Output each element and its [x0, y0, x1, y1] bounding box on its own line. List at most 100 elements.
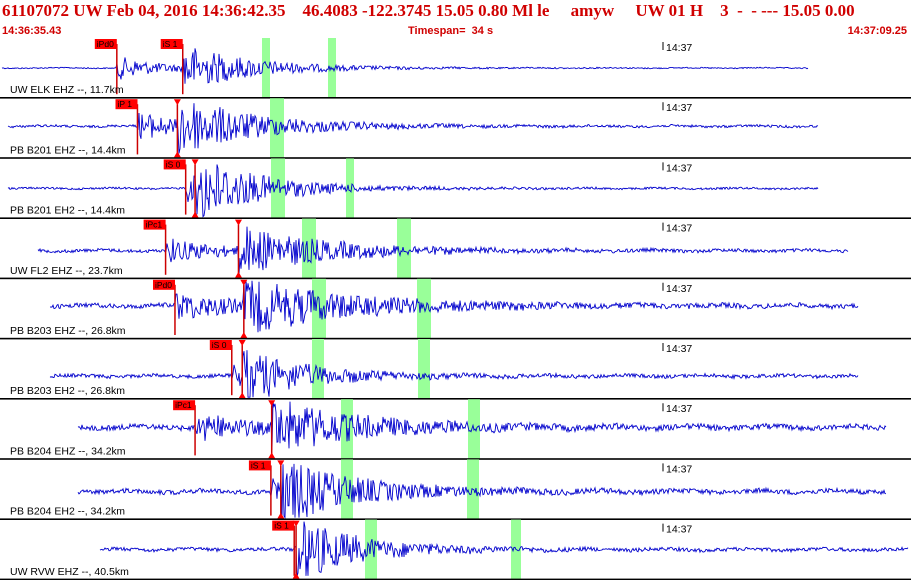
pick-marker-bottom[interactable] [268, 452, 276, 459]
minute-time-label: 14:37 [666, 283, 692, 295]
seismogram-trace [37, 226, 849, 275]
panel-separator [0, 398, 911, 400]
pick-marker-bottom[interactable] [277, 512, 285, 519]
phase-pick-flag[interactable] [209, 340, 232, 350]
station-channel-label: UW FL2 EHZ --, 23.7km [10, 265, 123, 277]
phase-pick-flag[interactable] [143, 219, 166, 230]
analysis-window [418, 339, 430, 400]
phase-pick-flag[interactable] [94, 39, 117, 49]
pick-marker-bottom[interactable] [240, 332, 248, 338]
station-channel-label: PB B204 EH2 --, 34.2km [10, 506, 125, 518]
phase-pick-flag[interactable] [163, 159, 186, 170]
seismogram-trace [77, 463, 887, 520]
pick-marker-top[interactable] [292, 520, 300, 527]
analysis-window [397, 218, 411, 279]
trace-panel[interactable]: iS 0 14:37 PB B203 EH2 --, 26.8km [0, 339, 911, 400]
seismogram-trace [1, 48, 809, 84]
pick-marker-top[interactable] [173, 99, 181, 106]
phase-pick-flag[interactable] [248, 460, 271, 471]
panel-separator [0, 518, 911, 520]
minute-time-label: 14:37 [666, 403, 692, 415]
trace-panel[interactable]: iS 1 14:37 PB B204 EH2 --, 34.2km [0, 459, 911, 520]
trace-panel[interactable]: iPc1 14:37 UW FL2 EHZ --, 23.7km [0, 218, 911, 280]
station-channel-label: PB B201 EHZ --, 14.4km [10, 144, 126, 156]
pick-marker-bottom[interactable] [238, 392, 246, 399]
panel-separator [0, 458, 911, 460]
seismogram-trace [77, 401, 887, 450]
phase-pick-flag[interactable] [115, 99, 138, 110]
station-channel-label: PB B203 EH2 --, 26.8km [10, 385, 125, 397]
waveform-panels[interactable]: iPd0 iS 1 14:37 UW ELK EHZ --, 11.7km iP 1 14… [0, 38, 911, 580]
phase-pick-label: iPc1 [146, 220, 163, 230]
station-channel-label: PB B201 EH2 --, 14.4km [10, 205, 125, 217]
analysis-window [302, 218, 316, 279]
phase-pick-label: iPc1 [175, 400, 192, 410]
seismogram-trace [49, 280, 859, 333]
seismogram-trace [99, 521, 909, 577]
panel-separator [0, 97, 911, 99]
trace-panel[interactable]: iPd0 14:37 PB B203 EHZ --, 26.8km [0, 278, 911, 340]
seismogram-trace [7, 103, 819, 154]
phase-pick-flag[interactable] [272, 520, 295, 531]
minute-time-label: 14:37 [666, 223, 692, 235]
trace-panel[interactable]: iPd0 iS 1 14:37 UW ELK EHZ --, 11.7km [0, 38, 911, 99]
analysis-window [312, 339, 324, 400]
phase-pick-label: iS 0 [212, 340, 227, 350]
seismogram-trace [49, 350, 859, 398]
seismogram-trace [7, 164, 819, 218]
trace-panel[interactable]: iS 0 14:37 PB B201 EH2 --, 14.4km [0, 158, 911, 219]
analysis-window [312, 278, 326, 339]
station-channel-label: UW RVW EHZ --, 40.5km [10, 566, 129, 578]
trace-panel[interactable]: iPc1 14:37 PB B204 EHZ --, 34.2km [0, 399, 911, 460]
phase-pick-label: iS 1 [251, 460, 266, 470]
phase-pick-flag[interactable] [173, 400, 196, 411]
pick-marker-top[interactable] [238, 340, 246, 346]
analysis-window [262, 38, 270, 99]
trace-panel[interactable]: iP 1 14:37 PB B201 EHZ --, 14.4km [0, 98, 911, 159]
panel-separator [0, 217, 911, 219]
minute-time-label: 14:37 [666, 463, 692, 475]
event-summary-title: 61107072 UW Feb 04, 2016 14:36:42.35 46.… [2, 1, 855, 20]
minute-time-label: 14:37 [666, 524, 692, 536]
pick-marker-bottom[interactable] [191, 211, 199, 218]
waveform-canvas[interactable]: iPd0 iS 1 14:37 UW ELK EHZ --, 11.7km iP 1 14… [0, 38, 911, 580]
station-channel-label: PB B204 EHZ --, 34.2km [10, 445, 126, 457]
analysis-window [328, 38, 336, 99]
pick-marker-top[interactable] [277, 460, 285, 467]
analysis-window [270, 98, 284, 159]
event-header: 61107072 UW Feb 04, 2016 14:36:42.35 46.… [0, 0, 911, 38]
analysis-window [365, 519, 377, 580]
window-end-time: 14:37:09.25 [847, 25, 907, 37]
station-channel-label: UW ELK EHZ --, 11.7km [10, 84, 124, 96]
pick-marker-bottom[interactable] [235, 271, 242, 278]
phase-pick-label: iP 1 [118, 99, 133, 109]
pick-marker-top[interactable] [235, 219, 242, 226]
trace-panel[interactable]: iS 1 14:37 UW RVW EHZ --, 40.5km [0, 519, 911, 580]
minute-time-label: 14:37 [666, 42, 692, 54]
station-channel-label: PB B203 EHZ --, 26.8km [10, 325, 126, 337]
phase-pick-label: iS 1 [163, 39, 178, 49]
window-start-time: 14:36:35.43 [2, 25, 62, 37]
panel-separator [0, 578, 911, 580]
analysis-window [271, 158, 285, 219]
pick-marker-top[interactable] [191, 159, 199, 166]
pick-marker-bottom[interactable] [173, 151, 181, 158]
analysis-window [346, 158, 354, 219]
phase-pick-label: iS 1 [274, 521, 289, 531]
analysis-window [341, 399, 353, 460]
panel-separator [0, 277, 911, 280]
pick-marker-bottom[interactable] [292, 572, 300, 579]
pick-marker-top[interactable] [268, 400, 276, 407]
phase-pick-flag[interactable] [153, 279, 175, 290]
minute-time-label: 14:37 [666, 102, 692, 114]
phase-pick-label: iPd0 [155, 280, 172, 290]
panel-separator [0, 337, 911, 340]
phase-pick-label: iPd0 [97, 39, 114, 49]
phase-pick-flag[interactable] [160, 39, 183, 49]
phase-pick-label: iS 0 [166, 159, 181, 169]
pick-marker-top[interactable] [240, 279, 248, 286]
panel-separator [0, 157, 911, 159]
timespan-readout: Timespan= 34 s [408, 25, 494, 37]
minute-time-label: 14:37 [666, 343, 692, 355]
minute-time-label: 14:37 [666, 162, 692, 174]
